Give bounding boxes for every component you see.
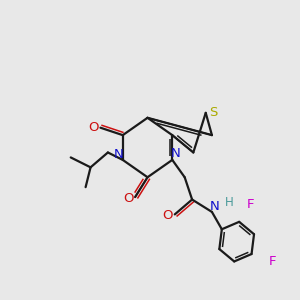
Text: O: O xyxy=(162,209,172,222)
Text: N: N xyxy=(114,148,124,161)
Text: F: F xyxy=(269,255,276,268)
Text: F: F xyxy=(247,198,254,211)
Text: S: S xyxy=(209,106,217,119)
Text: O: O xyxy=(124,192,134,205)
Text: O: O xyxy=(88,121,98,134)
Text: N: N xyxy=(171,147,181,160)
Text: H: H xyxy=(225,196,234,208)
Text: N: N xyxy=(209,200,219,214)
